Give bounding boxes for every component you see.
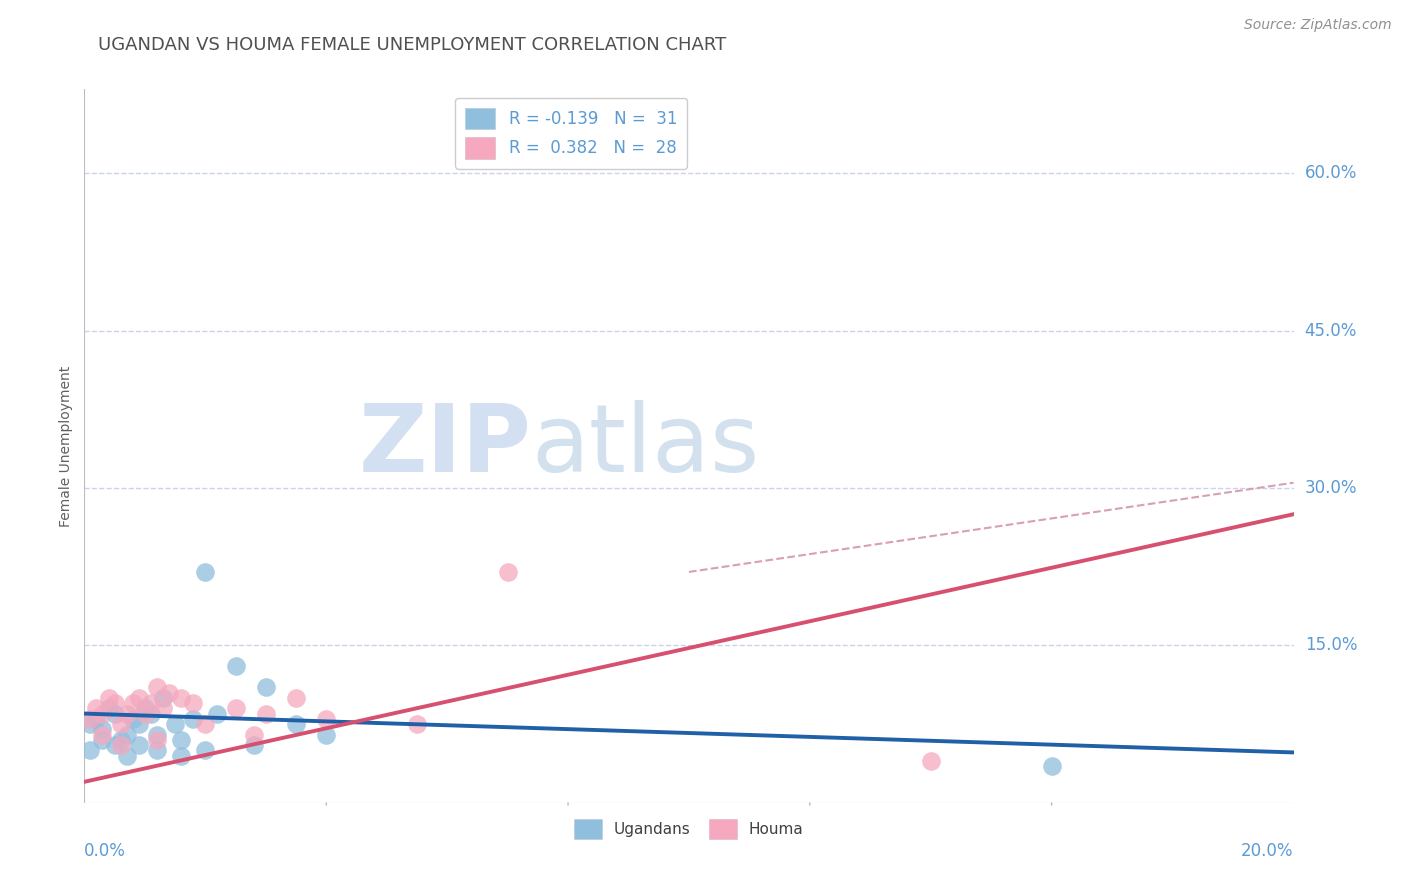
Point (146, 732, 169, 747)
Point (157, 685, 180, 699)
Point (406, 717, 429, 731)
Point (285, 690, 308, 705)
Point (86, 712, 108, 726)
Point (242, 738, 264, 752)
Point (139, 706, 162, 721)
Point (128, 717, 150, 731)
Text: atlas: atlas (531, 400, 761, 492)
Text: 0.0%: 0.0% (84, 842, 127, 860)
Point (225, 659, 247, 673)
Point (165, 717, 187, 731)
Point (181, 696, 204, 710)
Text: 15.0%: 15.0% (1305, 636, 1357, 655)
Point (920, 754, 942, 768)
Point (115, 706, 138, 721)
Point (194, 717, 217, 731)
Point (86, 701, 108, 715)
Text: 20.0%: 20.0% (1241, 842, 1294, 860)
Point (146, 743, 169, 757)
Point (1040, 759, 1063, 773)
Point (146, 681, 169, 695)
Point (225, 701, 247, 715)
Point (128, 690, 150, 705)
Point (104, 738, 127, 752)
Point (79, 717, 101, 731)
Legend: Ugandans, Houma: Ugandans, Houma (568, 814, 810, 845)
Point (315, 728, 337, 742)
Point (110, 732, 132, 747)
Point (194, 565, 217, 579)
Point (170, 748, 193, 763)
Point (91, 728, 114, 742)
Point (254, 681, 277, 695)
Point (134, 701, 156, 715)
Text: 30.0%: 30.0% (1305, 479, 1357, 497)
Point (115, 748, 138, 763)
Point (170, 690, 193, 705)
Text: 45.0%: 45.0% (1305, 321, 1357, 340)
Point (152, 701, 174, 715)
Point (181, 712, 204, 726)
Point (128, 738, 150, 752)
Point (146, 728, 169, 742)
Text: Source: ZipAtlas.com: Source: ZipAtlas.com (1244, 18, 1392, 32)
Point (79, 743, 101, 757)
Point (97, 690, 120, 705)
Point (285, 717, 308, 731)
Point (170, 732, 193, 747)
Point (91, 723, 114, 737)
Point (207, 706, 229, 721)
Point (134, 706, 156, 721)
Point (115, 728, 138, 742)
Point (496, 565, 519, 579)
Point (104, 696, 127, 710)
Point (254, 706, 277, 721)
Y-axis label: Female Unemployment: Female Unemployment (59, 366, 73, 526)
Point (139, 696, 162, 710)
Point (91, 732, 114, 747)
Point (121, 712, 143, 726)
Point (91, 706, 114, 721)
Point (97, 701, 120, 715)
Text: UGANDAN VS HOUMA FEMALE UNEMPLOYMENT CORRELATION CHART: UGANDAN VS HOUMA FEMALE UNEMPLOYMENT COR… (98, 36, 727, 54)
Point (110, 738, 132, 752)
Point (79, 712, 101, 726)
Point (315, 712, 337, 726)
Text: 60.0%: 60.0% (1305, 164, 1357, 182)
Point (242, 728, 264, 742)
Point (110, 717, 132, 731)
Point (121, 696, 143, 710)
Point (104, 706, 127, 721)
Text: ZIP: ZIP (359, 400, 531, 492)
Point (152, 690, 174, 705)
Point (194, 743, 217, 757)
